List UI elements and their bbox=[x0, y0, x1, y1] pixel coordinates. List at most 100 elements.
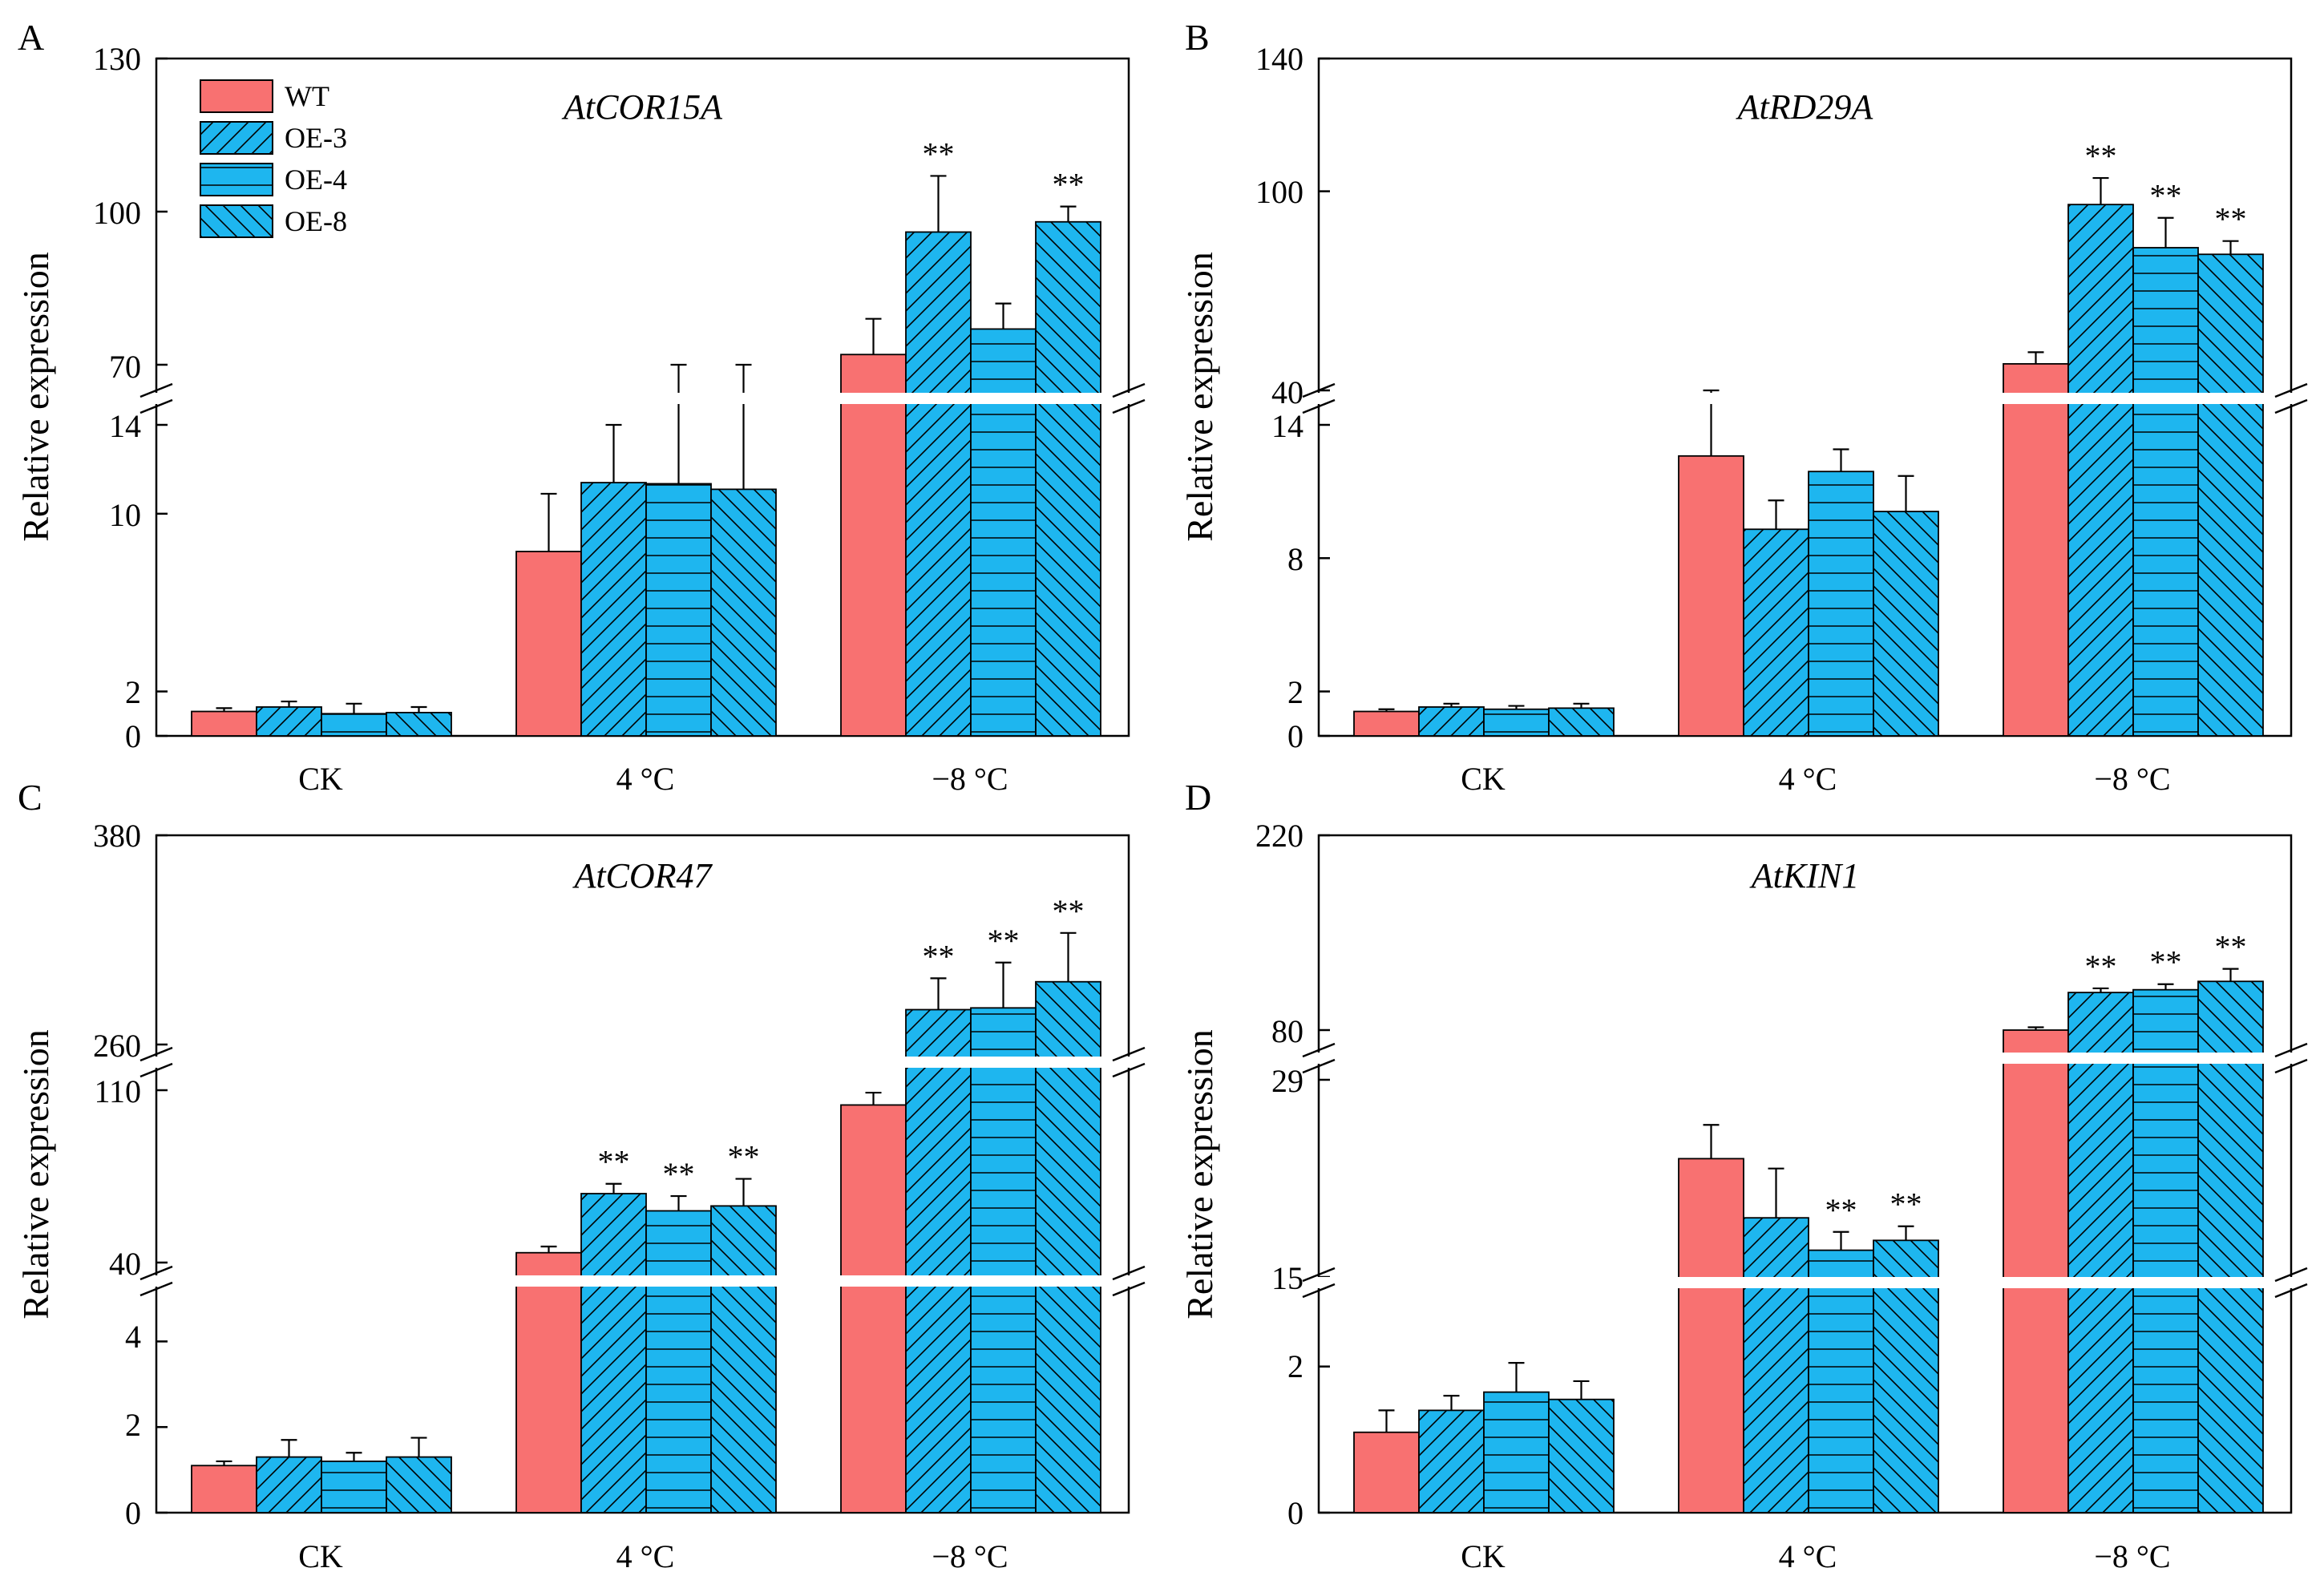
bar bbox=[2067, 204, 2134, 737]
bar bbox=[1548, 707, 1615, 737]
x-tick-label: CK bbox=[1461, 761, 1506, 797]
y-tick-label: 2 bbox=[125, 674, 141, 710]
bar bbox=[1418, 706, 1485, 737]
bar bbox=[1743, 528, 1809, 737]
bar bbox=[1353, 710, 1420, 737]
significance-marker: ** bbox=[2085, 948, 2117, 984]
y-tick-label: 70 bbox=[109, 349, 141, 385]
axis-break-gap bbox=[155, 1275, 1130, 1287]
axis-break-gap bbox=[1317, 1277, 2293, 1288]
panel-letter: B bbox=[1185, 17, 1210, 58]
legend-label: OE-8 bbox=[285, 205, 347, 237]
axis-break-mark bbox=[1302, 1283, 1336, 1299]
y-axis-title: Relative expression bbox=[1179, 252, 1220, 542]
bar bbox=[580, 1193, 647, 1513]
bar bbox=[515, 1251, 582, 1513]
bar bbox=[970, 1007, 1037, 1513]
y-tick-label: 14 bbox=[109, 408, 141, 444]
y-tick-label: 220 bbox=[1255, 818, 1303, 854]
axis-break-mark bbox=[2274, 1267, 2308, 1283]
x-tick-label: 4 °C bbox=[1779, 1538, 1837, 1574]
bar bbox=[1418, 1409, 1485, 1513]
y-tick-label: 100 bbox=[1255, 174, 1303, 210]
significance-marker: ** bbox=[2150, 944, 2182, 980]
y-tick-label: 40 bbox=[1271, 374, 1303, 410]
axis-break-mark bbox=[1112, 1062, 1146, 1078]
legend-swatch bbox=[200, 79, 273, 113]
panel-c: C AtCOR47 Relative expression 0 2 4 40 1… bbox=[15, 777, 1130, 1574]
bar bbox=[1353, 1431, 1420, 1513]
bar bbox=[2003, 362, 2069, 737]
bar bbox=[1743, 1217, 1809, 1513]
axis-break-mark bbox=[1302, 1267, 1336, 1283]
y-tick-label: 0 bbox=[125, 1495, 141, 1531]
legend-swatch bbox=[200, 163, 273, 196]
axis-break-gap bbox=[155, 1057, 1130, 1068]
bar bbox=[840, 354, 907, 737]
bar bbox=[970, 328, 1037, 737]
bar bbox=[2067, 992, 2134, 1513]
x-tick-label: CK bbox=[298, 1538, 343, 1574]
axis-break-mark bbox=[139, 1281, 173, 1297]
bar bbox=[1678, 455, 1744, 737]
bar bbox=[710, 1205, 777, 1513]
axis-break-mark bbox=[1302, 1042, 1336, 1058]
axis-break-mark bbox=[139, 1265, 173, 1281]
significance-marker: ** bbox=[2085, 138, 2117, 174]
bar bbox=[386, 1456, 452, 1513]
axis-break-mark bbox=[1112, 382, 1146, 398]
bar bbox=[1483, 1391, 1550, 1513]
panel-d-marks: ** ** ** ** ** bbox=[1302, 834, 2308, 1514]
y-axis-title: Relative expression bbox=[15, 1029, 56, 1319]
bar bbox=[645, 483, 712, 737]
y-tick-label: 380 bbox=[93, 818, 141, 854]
panel-b-marks: ** ** ** bbox=[1302, 57, 2308, 737]
bar bbox=[580, 482, 647, 737]
bar bbox=[1548, 1398, 1615, 1513]
bar bbox=[191, 710, 257, 737]
y-tick-label: 15 bbox=[1271, 1260, 1303, 1296]
bar bbox=[1808, 471, 1874, 737]
significance-marker: ** bbox=[988, 923, 1020, 959]
chart-title: AtRD29A bbox=[1736, 87, 1874, 127]
bar bbox=[2003, 1029, 2069, 1513]
y-tick-label: 80 bbox=[1271, 1013, 1303, 1049]
y-tick-label: 260 bbox=[93, 1028, 141, 1064]
axis-break-mark bbox=[139, 1062, 173, 1078]
bar bbox=[1808, 1249, 1874, 1513]
y-tick-label: 10 bbox=[109, 497, 141, 533]
x-tick-label: CK bbox=[298, 761, 343, 797]
bar bbox=[256, 1456, 322, 1513]
y-tick-label: 130 bbox=[93, 41, 141, 77]
bar bbox=[2197, 253, 2264, 737]
y-tick-label: 40 bbox=[109, 1246, 141, 1282]
axis-break-mark bbox=[139, 1046, 173, 1062]
panel-d: D AtKIN1 Relative expression 0 2 15 29 8… bbox=[1179, 777, 2293, 1574]
axis-break-mark bbox=[2274, 1283, 2308, 1299]
legend-label: OE-3 bbox=[285, 122, 347, 154]
bar bbox=[905, 231, 972, 737]
bar bbox=[1483, 708, 1550, 737]
y-tick-label: 110 bbox=[94, 1073, 141, 1109]
x-tick-label: −8 °C bbox=[2094, 1538, 2170, 1574]
y-axis-title: Relative expression bbox=[1179, 1029, 1220, 1319]
axis-break-mark bbox=[1302, 398, 1336, 414]
axis-break-mark bbox=[1302, 382, 1336, 398]
x-tick-label: 4 °C bbox=[616, 1538, 675, 1574]
axis-break-mark bbox=[2274, 398, 2308, 414]
axis-break-gap bbox=[1317, 393, 2293, 404]
bar bbox=[710, 488, 777, 737]
panel-c-marks: ** ** ** ** ** ** bbox=[139, 834, 1146, 1514]
significance-marker: ** bbox=[2215, 201, 2247, 237]
axis-break-mark bbox=[2274, 382, 2308, 398]
y-tick-label: 2 bbox=[1287, 674, 1303, 710]
significance-marker: ** bbox=[1053, 893, 1085, 929]
y-tick-label: 4 bbox=[125, 1319, 141, 1355]
bar bbox=[1678, 1158, 1744, 1513]
legend-label: OE-4 bbox=[285, 164, 347, 196]
bar bbox=[1035, 220, 1101, 737]
significance-marker: ** bbox=[598, 1144, 630, 1180]
y-tick-label: 100 bbox=[93, 195, 141, 231]
axis-break-mark bbox=[2274, 1058, 2308, 1074]
